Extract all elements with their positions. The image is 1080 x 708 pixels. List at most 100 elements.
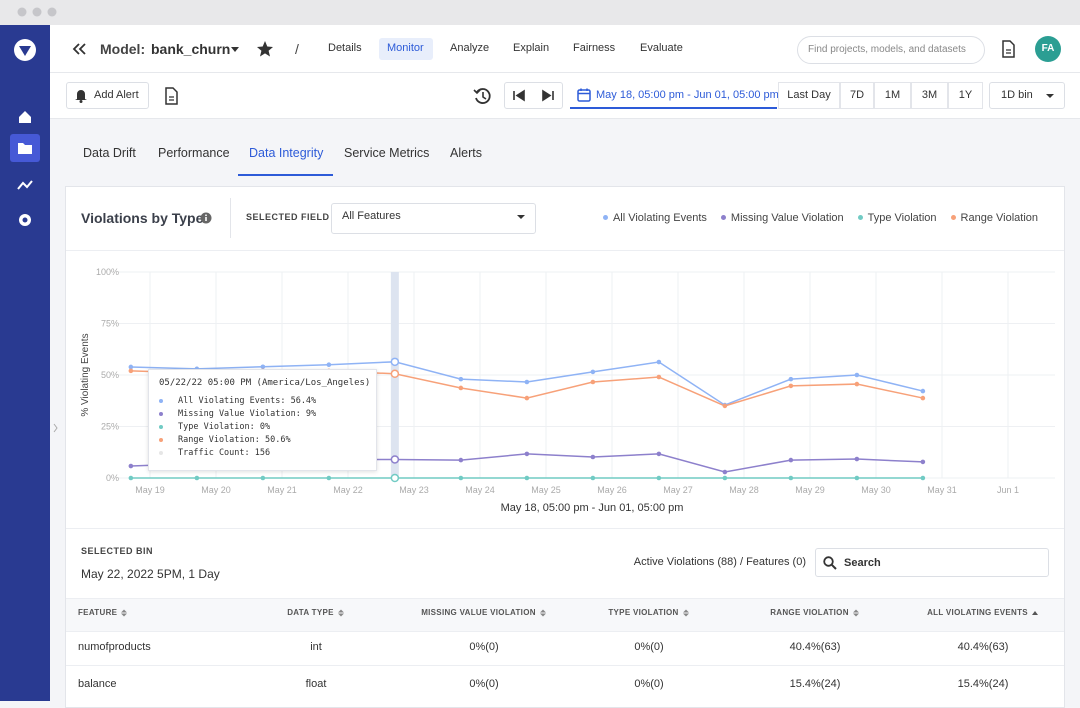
bin-value: May 22, 2022 5PM, 1 Day bbox=[81, 567, 220, 581]
tab-underline bbox=[238, 174, 333, 176]
data-point bbox=[590, 379, 596, 385]
tab[interactable]: Data Drift bbox=[83, 146, 136, 160]
tooltip-dot bbox=[159, 451, 163, 455]
table-cell: 0%(0) bbox=[469, 678, 499, 690]
legend-label: Missing Value Violation bbox=[730, 212, 844, 224]
doc-icon[interactable] bbox=[1000, 40, 1016, 58]
report-icon[interactable] bbox=[163, 87, 179, 105]
history-icon[interactable] bbox=[472, 86, 492, 106]
data-point bbox=[590, 369, 596, 375]
tab[interactable]: Performance bbox=[158, 146, 230, 160]
tab[interactable]: Service Metrics bbox=[344, 146, 430, 160]
column-header[interactable]: RANGE VIOLATION bbox=[665, 609, 965, 617]
x-tick-label: May 23 bbox=[399, 485, 429, 495]
tooltip-dot bbox=[159, 438, 163, 442]
data-point bbox=[458, 475, 464, 481]
back-icon[interactable] bbox=[70, 40, 90, 58]
column-header[interactable]: FEATURE bbox=[78, 609, 128, 617]
bell-icon bbox=[75, 90, 87, 103]
nav-item[interactable]: Fairness bbox=[573, 42, 616, 54]
tooltip-line: Traffic Count: 156 bbox=[178, 448, 271, 458]
tab[interactable]: Data Integrity bbox=[249, 146, 324, 160]
sort-icon[interactable] bbox=[1031, 609, 1039, 617]
legend-dot bbox=[950, 215, 956, 221]
nav-item[interactable]: Monitor bbox=[387, 42, 424, 54]
info-icon[interactable] bbox=[200, 212, 212, 224]
table-cell: 0%(0) bbox=[634, 641, 664, 653]
x-tick-label: May 26 bbox=[597, 485, 627, 495]
range-button[interactable] bbox=[948, 82, 983, 109]
nav-item[interactable]: Details bbox=[328, 42, 362, 54]
legend-label: Type Violation bbox=[867, 212, 937, 224]
violations-summary: Active Violations (88) / Features (0) bbox=[633, 556, 806, 568]
sidebar bbox=[0, 25, 50, 701]
legend: All Violating Events Missing Value Violat… bbox=[602, 212, 1038, 224]
table-cell: 40.4%(63) bbox=[957, 641, 1009, 653]
table-cell: 15.4%(24) bbox=[789, 678, 841, 690]
range-button[interactable] bbox=[911, 82, 948, 109]
bin-caret bbox=[1046, 94, 1054, 98]
sort-icon[interactable] bbox=[682, 609, 690, 617]
field-select[interactable] bbox=[331, 203, 536, 234]
range-label: 7D bbox=[849, 89, 865, 101]
range-button[interactable] bbox=[874, 82, 911, 109]
selected-field-label: SELECTED FIELD bbox=[246, 212, 330, 222]
tooltip-title: 05/22/22 05:00 PM (America/Los_Angeles) bbox=[159, 378, 371, 388]
date-picker[interactable] bbox=[570, 82, 777, 109]
x-tick-label: May 27 bbox=[663, 485, 693, 495]
data-point bbox=[722, 475, 728, 481]
sort-icon[interactable] bbox=[852, 609, 860, 617]
column-header[interactable]: ALL VIOLATING EVENTS bbox=[833, 609, 1080, 617]
model-caret[interactable] bbox=[229, 44, 241, 54]
avatar[interactable] bbox=[1035, 36, 1061, 62]
collapse-arrow[interactable] bbox=[53, 423, 58, 433]
table-search[interactable] bbox=[815, 548, 1049, 577]
add-alert-label: Add Alert bbox=[94, 89, 139, 101]
data-point bbox=[128, 364, 134, 370]
nav-item[interactable]: Evaluate bbox=[640, 42, 683, 54]
tooltip-dot bbox=[159, 399, 163, 403]
data-point bbox=[920, 459, 926, 465]
star-icon[interactable] bbox=[256, 40, 274, 58]
data-point bbox=[260, 475, 266, 481]
table-header bbox=[66, 598, 1064, 632]
table-cell: balance bbox=[78, 678, 117, 690]
range-button[interactable] bbox=[778, 82, 840, 109]
nav-item[interactable]: Analyze bbox=[450, 42, 490, 54]
x-tick-label: May 22 bbox=[333, 485, 363, 495]
column-header[interactable]: DATA TYPE bbox=[166, 609, 466, 617]
legend-label: All Violating Events bbox=[612, 212, 707, 224]
data-point bbox=[390, 473, 400, 483]
add-alert-button[interactable] bbox=[66, 82, 149, 109]
nav-item[interactable]: Explain bbox=[513, 42, 550, 54]
sort-icon[interactable] bbox=[539, 609, 547, 617]
sort-icon[interactable] bbox=[337, 609, 345, 617]
column-header[interactable]: MISSING VALUE VIOLATION bbox=[334, 609, 634, 617]
data-point bbox=[854, 381, 860, 387]
range-button[interactable] bbox=[840, 82, 874, 109]
data-point bbox=[390, 369, 400, 379]
y-axis-title: % Violating Events bbox=[80, 333, 91, 416]
table-cell: 15.4%(24) bbox=[957, 678, 1009, 690]
data-point bbox=[590, 475, 596, 481]
model-name[interactable]: bank_churn bbox=[151, 41, 231, 57]
data-point bbox=[656, 374, 662, 380]
y-tick-label: 75% bbox=[101, 319, 119, 329]
y-tick-label: 100% bbox=[96, 267, 119, 277]
nav-active-bg bbox=[379, 38, 433, 60]
column-header[interactable]: TYPE VIOLATION bbox=[499, 609, 799, 617]
data-point bbox=[788, 457, 794, 463]
sort-icon[interactable] bbox=[120, 609, 128, 617]
table-search-label: Search bbox=[844, 557, 881, 569]
data-point bbox=[524, 475, 530, 481]
x-axis-title: May 18, 05:00 pm - Jun 01, 05:00 pm bbox=[501, 502, 684, 514]
row-divider bbox=[66, 665, 1064, 666]
legend-label: Range Violation bbox=[960, 212, 1038, 224]
separator: / bbox=[295, 41, 299, 57]
data-point bbox=[326, 362, 332, 368]
search-box[interactable] bbox=[797, 36, 985, 64]
step-icons[interactable] bbox=[504, 82, 563, 109]
tooltip-dot bbox=[159, 412, 163, 416]
data-point bbox=[788, 376, 794, 382]
tab[interactable]: Alerts bbox=[450, 146, 482, 160]
